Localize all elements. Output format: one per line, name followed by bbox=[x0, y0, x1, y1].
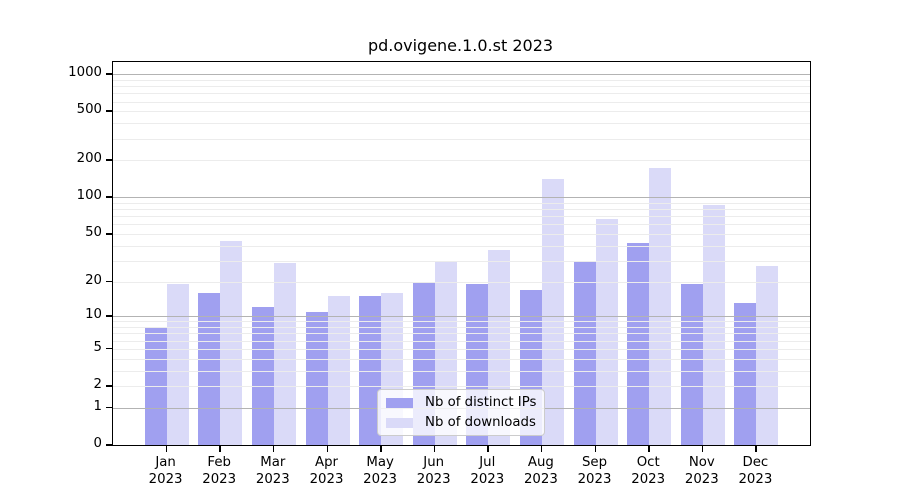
legend-row-downloads: Nb of downloads bbox=[386, 415, 544, 431]
y-tick-20 bbox=[106, 280, 112, 283]
x-tick-label-aug: Aug 2023 bbox=[523, 455, 558, 487]
bar-downloads-mar bbox=[273, 262, 296, 445]
x-tick-jun bbox=[433, 445, 436, 452]
y-tick-500 bbox=[106, 110, 112, 112]
gridline-minor-8 bbox=[113, 327, 810, 329]
x-tick-jul bbox=[487, 445, 489, 452]
x-tick-aug bbox=[540, 445, 543, 452]
bar-downloads-apr bbox=[327, 296, 350, 445]
gridline-minor-900 bbox=[113, 79, 810, 81]
bar-downloads-feb bbox=[220, 240, 243, 445]
x-tick-label-jan: Jan 2023 bbox=[148, 455, 183, 487]
gridline-minor-70 bbox=[113, 216, 810, 218]
gridline-minor-500 bbox=[113, 111, 810, 113]
bar-distinct-ips-oct bbox=[627, 243, 650, 445]
y-tick-label-1: 1 bbox=[93, 398, 102, 414]
gridline-major-10 bbox=[113, 316, 810, 318]
gridline-minor-700 bbox=[113, 93, 810, 95]
legend-row-distinct-ips: Nb of distinct IPs bbox=[386, 395, 544, 411]
y-tick-0 bbox=[106, 444, 112, 446]
y-tick-1000 bbox=[106, 73, 112, 75]
x-tick-nov bbox=[701, 445, 704, 452]
bar-downloads-sep bbox=[595, 219, 618, 445]
y-tick-label-5: 5 bbox=[93, 339, 102, 355]
y-tick-label-50: 50 bbox=[85, 225, 102, 240]
y-tick-50 bbox=[106, 233, 112, 235]
gridline-minor-5 bbox=[113, 348, 810, 350]
x-tick-jan bbox=[165, 445, 168, 452]
y-tick-1 bbox=[106, 406, 112, 409]
y-tick-label-500: 500 bbox=[76, 102, 102, 118]
y-tick-label-20: 20 bbox=[85, 272, 102, 288]
x-tick-oct bbox=[648, 445, 650, 452]
x-tick-label-may: May 2023 bbox=[363, 455, 398, 487]
bar-distinct-ips-sep bbox=[573, 260, 596, 445]
x-tick-label-feb: Feb 2023 bbox=[202, 455, 237, 487]
gridline-minor-60 bbox=[113, 224, 810, 226]
x-tick-label-mar: Mar 2023 bbox=[255, 455, 290, 487]
x-tick-label-jul: Jul 2023 bbox=[470, 455, 505, 487]
x-tick-mar bbox=[272, 445, 275, 452]
legend-swatch-downloads bbox=[386, 417, 413, 428]
bar-downloads-nov bbox=[702, 205, 725, 445]
x-tick-label-apr: Apr 2023 bbox=[309, 455, 344, 487]
x-tick-label-sep: Sep 2023 bbox=[577, 455, 612, 487]
y-tick-5 bbox=[106, 347, 112, 350]
gridline-minor-4 bbox=[113, 358, 810, 360]
gridline-major-100 bbox=[113, 197, 810, 199]
x-tick-label-jun: Jun 2023 bbox=[416, 455, 451, 487]
bar-downloads-dec bbox=[756, 266, 779, 445]
y-tick-200 bbox=[106, 159, 112, 161]
y-tick-label-10: 10 bbox=[85, 307, 102, 323]
x-tick-feb bbox=[219, 445, 221, 452]
gridline-minor-9 bbox=[113, 321, 810, 323]
bar-distinct-ips-dec bbox=[734, 303, 757, 445]
bar-distinct-ips-nov bbox=[680, 284, 703, 445]
gridline-minor-300 bbox=[113, 138, 810, 140]
bar-downloads-jan bbox=[166, 284, 189, 445]
y-tick-label-100: 100 bbox=[76, 188, 102, 204]
y-tick-label-200: 200 bbox=[76, 151, 102, 167]
y-tick-100 bbox=[106, 196, 112, 198]
y-tick-label-2: 2 bbox=[93, 377, 102, 392]
bar-distinct-ips-feb bbox=[198, 292, 221, 445]
bar-distinct-ips-mar bbox=[251, 307, 274, 445]
legend-label-distinct-ips: Nb of distinct IPs bbox=[425, 394, 537, 410]
x-tick-apr bbox=[326, 445, 328, 452]
gridline-minor-90 bbox=[113, 202, 810, 204]
legend: Nb of distinct IPs Nb of downloads bbox=[377, 389, 545, 436]
bar-distinct-ips-may bbox=[359, 296, 382, 445]
bar-distinct-ips-apr bbox=[305, 311, 328, 445]
gridline-major-1000 bbox=[113, 74, 810, 76]
gridline-minor-3 bbox=[113, 370, 810, 372]
gridline-minor-800 bbox=[113, 86, 810, 88]
gridline-minor-600 bbox=[113, 101, 810, 103]
x-tick-sep bbox=[594, 445, 596, 452]
bar-downloads-aug bbox=[541, 179, 564, 445]
bar-downloads-oct bbox=[649, 167, 672, 445]
gridline-minor-30 bbox=[113, 260, 810, 262]
gridline-minor-80 bbox=[113, 209, 810, 211]
y-tick-10 bbox=[106, 315, 112, 317]
legend-label-downloads: Nb of downloads bbox=[425, 414, 536, 430]
chart-title: pd.ovigene.1.0.st 2023 bbox=[367, 36, 554, 55]
x-tick-label-oct: Oct 2023 bbox=[631, 455, 666, 487]
legend-swatch-distinct-ips bbox=[386, 397, 413, 408]
gridline-minor-2 bbox=[113, 386, 810, 387]
x-tick-dec bbox=[755, 445, 757, 452]
gridline-minor-7 bbox=[113, 333, 810, 335]
y-tick-2 bbox=[106, 385, 112, 387]
gridline-minor-6 bbox=[113, 340, 810, 342]
x-tick-label-dec: Dec 2023 bbox=[738, 455, 773, 487]
x-tick-may bbox=[380, 445, 382, 452]
gridline-minor-400 bbox=[113, 123, 810, 125]
gridline-minor-40 bbox=[113, 245, 810, 247]
gridline-minor-20 bbox=[113, 281, 810, 283]
y-tick-label-0: 0 bbox=[93, 436, 102, 451]
x-tick-label-nov: Nov 2023 bbox=[684, 455, 719, 487]
gridline-minor-50 bbox=[113, 234, 810, 235]
gridline-minor-200 bbox=[113, 160, 810, 162]
y-tick-label-1000: 1000 bbox=[68, 65, 102, 81]
